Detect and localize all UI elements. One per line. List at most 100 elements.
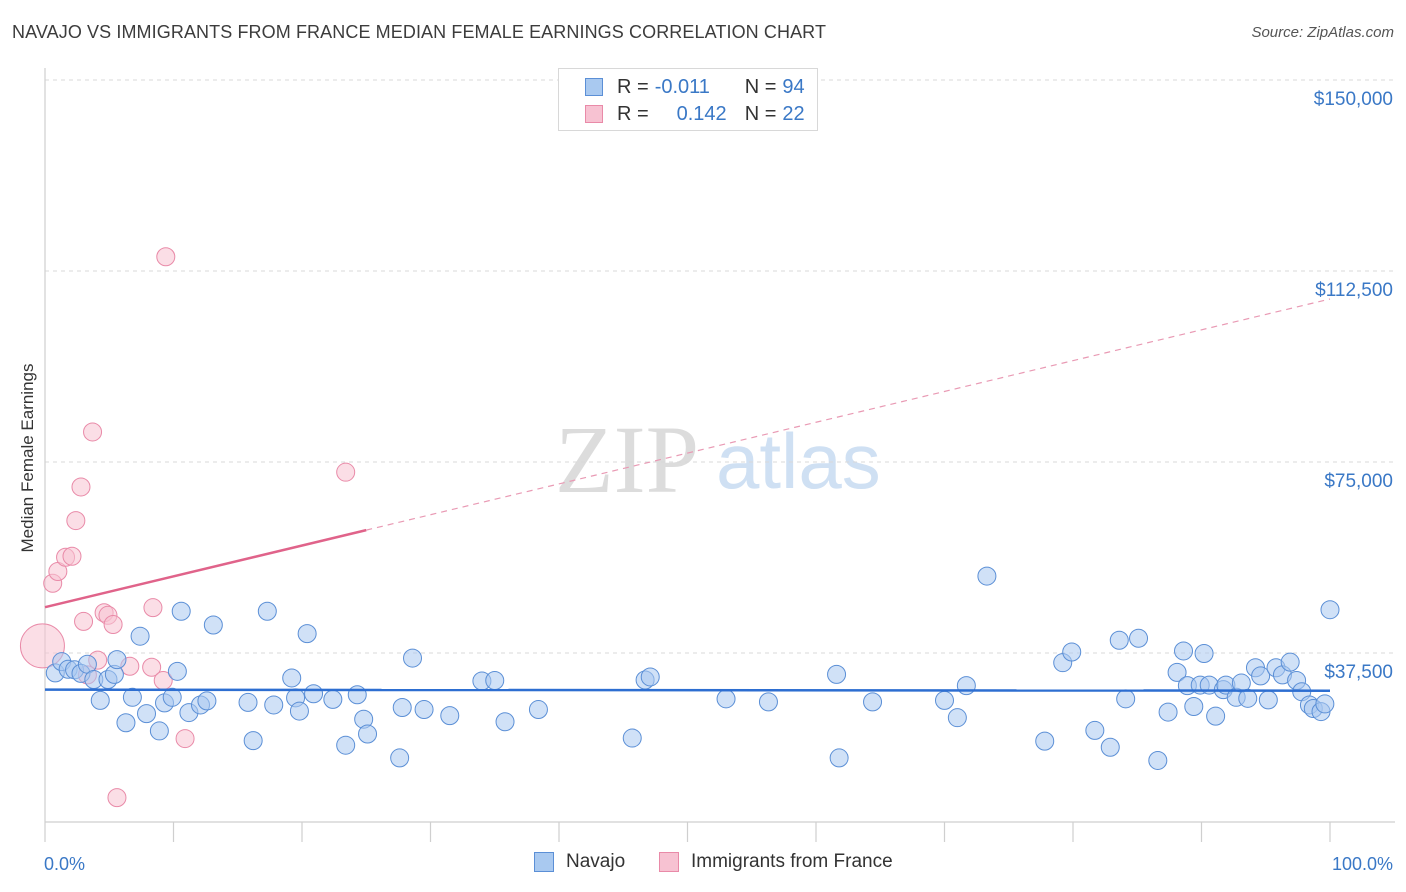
bottom-legend-label-navajo: Navajo	[566, 851, 626, 872]
data-point-navajo	[716, 689, 736, 709]
y-tick-label: $75,000	[1324, 471, 1393, 492]
watermark-atlas: atlas	[716, 417, 881, 505]
data-point-navajo	[238, 692, 258, 712]
data-point-navajo	[829, 748, 849, 768]
y-tick-labels: $37,500 $75,000 $112,500 $150,000	[1314, 89, 1393, 683]
data-point-navajo	[358, 724, 378, 744]
data-point-navajo	[130, 626, 150, 646]
data-point-navajo	[977, 566, 997, 586]
data-point-navajo	[1184, 696, 1204, 716]
legend-n-label: N =	[744, 102, 777, 125]
legend-n-value: 94	[782, 75, 805, 98]
data-point-france	[71, 477, 91, 497]
data-point-navajo	[90, 690, 110, 710]
data-point-navajo	[935, 690, 954, 710]
data-point-france	[142, 657, 162, 677]
data-point-navajo	[947, 708, 967, 728]
data-point-navajo	[257, 601, 277, 621]
data-point-navajo	[392, 697, 412, 717]
data-point-navajo	[863, 692, 883, 712]
data-point-france	[62, 546, 82, 566]
legend-row-france: R = 0.142 N = 22	[585, 102, 805, 126]
data-point-navajo	[107, 650, 127, 670]
x-tick-label-right: 100.0%	[1332, 854, 1393, 874]
data-point-navajo	[1174, 641, 1194, 661]
data-point-navajo	[197, 691, 217, 711]
bottom-legend-swatch-france	[659, 852, 679, 872]
data-point-navajo	[1116, 689, 1136, 709]
data-point-navajo	[1194, 644, 1214, 664]
bottom-legend-navajo: Navajo	[534, 851, 625, 873]
data-point-navajo	[149, 721, 169, 741]
trend-line-navajo	[44, 688, 1331, 692]
legend-n-label: N =	[744, 75, 777, 98]
trend-line-france-extension	[366, 298, 1331, 531]
data-point-navajo	[1206, 706, 1226, 726]
data-point-navajo	[956, 676, 976, 696]
data-point-navajo	[116, 713, 136, 733]
data-point-navajo	[1280, 652, 1300, 672]
data-point-navajo	[336, 735, 356, 755]
data-point-navajo	[1158, 702, 1178, 722]
data-point-navajo	[1085, 720, 1105, 740]
data-point-navajo	[304, 684, 324, 704]
trend-lines-navajo	[44, 688, 1331, 692]
data-point-france	[156, 247, 176, 267]
legend-r-label: R =	[617, 75, 649, 98]
legend-r-value: -0.011	[654, 75, 710, 98]
data-point-navajo	[171, 601, 191, 621]
data-point-navajo	[264, 695, 284, 715]
legend-swatch-france	[585, 105, 603, 123]
data-point-navajo	[827, 664, 847, 684]
data-point-navajo	[323, 689, 343, 709]
points-navajo	[45, 566, 1340, 770]
data-point-france	[336, 462, 356, 482]
data-point-navajo	[289, 701, 309, 721]
data-point-navajo	[137, 704, 157, 724]
bottom-legend-france: Immigrants from France	[659, 851, 893, 873]
data-point-navajo	[495, 712, 515, 732]
points-france	[19, 247, 356, 808]
data-point-france	[74, 611, 94, 631]
legend-swatch-navajo	[585, 78, 603, 96]
data-point-navajo	[282, 668, 302, 688]
data-point-navajo	[1035, 731, 1055, 751]
axes	[44, 68, 1395, 842]
data-point-france	[83, 422, 103, 442]
data-point-navajo	[403, 648, 423, 668]
correlation-legend: R = -0.011 N = 94 R = 0.142 N = 22	[558, 68, 818, 131]
data-point-navajo	[1315, 694, 1335, 714]
data-point-navajo	[1251, 666, 1271, 686]
data-point-navajo	[528, 700, 548, 720]
data-point-navajo	[390, 748, 410, 768]
y-tick-label: $37,500	[1324, 662, 1393, 683]
source-label: Source: ZipAtlas.com	[1251, 24, 1394, 41]
data-point-navajo	[414, 700, 434, 720]
data-point-navajo	[1062, 642, 1082, 662]
data-point-france	[66, 511, 86, 531]
data-point-navajo	[162, 687, 182, 707]
y-tick-label: $150,000	[1314, 89, 1393, 110]
data-point-france	[175, 729, 195, 749]
data-point-france	[107, 788, 127, 808]
data-point-navajo	[347, 685, 367, 705]
legend-r-value: 0.142	[676, 102, 727, 125]
data-point-navajo	[1320, 600, 1340, 620]
data-point-navajo	[1129, 628, 1149, 648]
trend-lines-france	[44, 298, 1331, 609]
legend-row-navajo: R = -0.011 N = 94	[585, 75, 805, 99]
data-point-navajo	[485, 671, 505, 691]
bottom-legend-label-france: Immigrants from France	[691, 851, 893, 872]
data-point-navajo	[243, 731, 263, 751]
data-point-navajo	[1148, 750, 1168, 770]
watermark-zip: ZIP	[555, 406, 699, 513]
watermark: ZIP atlas	[555, 406, 881, 513]
data-point-navajo	[622, 728, 642, 748]
data-point-navajo	[122, 687, 142, 707]
data-point-france	[143, 598, 163, 618]
bottom-legend-swatch-navajo	[534, 852, 554, 872]
data-point-navajo	[1100, 737, 1120, 757]
data-point-navajo	[758, 692, 778, 712]
data-point-navajo	[167, 661, 187, 681]
